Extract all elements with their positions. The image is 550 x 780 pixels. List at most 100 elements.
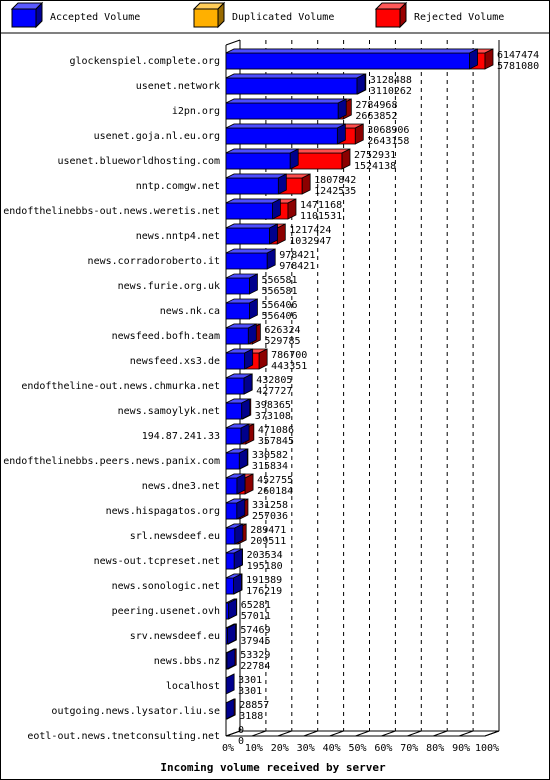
x-tick <box>303 730 318 737</box>
accepted-bar-front <box>225 577 234 595</box>
value-label-accepted: 260184 <box>257 486 293 497</box>
accepted-bar-side <box>233 573 242 595</box>
x-tick-label: 60% <box>374 743 392 754</box>
category-label: news.nk.ca <box>160 306 220 317</box>
value-label-accepted: 529785 <box>264 336 300 347</box>
x-tick <box>484 730 500 737</box>
accepted-bar-top <box>225 223 278 229</box>
accepted-bar-side <box>356 73 366 95</box>
accepted-bar-front <box>225 277 250 295</box>
accepted-bar-side <box>249 298 258 320</box>
value-label-accepted: 2663852 <box>355 111 397 122</box>
value-label-accepted: 2643158 <box>367 136 409 147</box>
x-tick-label: 100% <box>475 743 499 754</box>
x-tick <box>407 730 422 737</box>
accepted-bar-side <box>266 248 276 270</box>
value-label-accepted: 1242535 <box>314 186 356 197</box>
value-label-total: 3068906 <box>367 125 409 136</box>
accepted-bar-side <box>247 323 257 345</box>
value-label-accepted: 3110262 <box>370 86 412 97</box>
legend-label: Duplicated Volume <box>232 12 334 23</box>
value-label-total: 330582 <box>252 450 288 461</box>
value-label-total: 1471168 <box>300 200 342 211</box>
accepted-bar-side <box>226 648 236 670</box>
category-label: 194.87.241.33 <box>142 431 220 442</box>
category-label: news.samoylyk.net <box>118 406 220 417</box>
category-label: eotl-out.news.tnetconsulting.net <box>27 731 220 742</box>
legend-label: Accepted Volume <box>50 12 140 23</box>
accepted-bar-side <box>233 548 243 570</box>
x-tick <box>433 730 448 737</box>
accepted-bar-front <box>225 77 358 95</box>
accepted-bar-front <box>225 552 235 570</box>
value-label-total: 1807842 <box>314 175 356 186</box>
value-label-accepted: 1032947 <box>289 236 331 247</box>
accepted-bar-front <box>225 127 338 145</box>
category-label: usenet.blueworldhosting.com <box>57 156 220 167</box>
value-label-accepted: 57011 <box>241 611 271 622</box>
value-label-total: 452755 <box>257 475 293 486</box>
category-label: usenet.goja.nl.eu.org <box>94 131 220 142</box>
accepted-bar-top <box>225 148 299 154</box>
x-tick <box>277 730 292 737</box>
accepted-bar-side <box>241 398 251 420</box>
value-label-total: 432805 <box>256 375 292 386</box>
rejected-bar-side <box>341 148 351 170</box>
accepted-bar-side <box>228 598 237 620</box>
value-label-total: 65281 <box>241 600 271 611</box>
category-label: localhost <box>166 681 220 692</box>
value-label-total: 191389 <box>246 575 282 586</box>
x-tick-label: 40% <box>323 743 341 754</box>
value-label-accepted: 0 <box>238 736 244 747</box>
x-tick <box>251 730 267 737</box>
value-label-total: 471086 <box>258 425 294 436</box>
category-label: news.corradoroberto.it <box>88 256 220 267</box>
accepted-bar-side <box>469 48 478 70</box>
value-label-total: 57469 <box>240 625 270 636</box>
accepted-bar-front <box>225 52 470 70</box>
accepted-bar-top <box>225 123 346 129</box>
accepted-bar-side <box>244 348 254 370</box>
accepted-bar-front <box>225 477 238 495</box>
accepted-bar-top <box>225 198 281 204</box>
value-label-total: 398365 <box>255 400 291 411</box>
category-label: news-out.tcpreset.net <box>94 556 220 567</box>
accepted-bar-side <box>289 148 299 170</box>
value-label-accepted: 3188 <box>239 711 263 722</box>
value-label-accepted: 315834 <box>252 461 288 472</box>
accepted-bar-front <box>225 102 339 120</box>
accepted-bar-side <box>249 273 258 295</box>
value-label-total: 0 <box>238 725 244 736</box>
value-label-total: 556406 <box>261 300 297 311</box>
value-label-accepted: 427727 <box>256 386 292 397</box>
accepted-bar-front <box>225 352 246 370</box>
accepted-bar-side <box>277 173 287 195</box>
category-label: endofthelinebbs-out.news.weretis.net <box>3 206 220 217</box>
accepted-bar-side <box>240 423 250 445</box>
rejected-bar-side <box>244 473 254 495</box>
value-label-total: 786700 <box>271 350 307 361</box>
accepted-bar-front <box>225 152 291 170</box>
accepted-bar-front <box>225 227 270 245</box>
accepted-bar-side <box>227 623 236 645</box>
category-label: news.sonologic.net <box>112 581 220 592</box>
value-label-accepted: 176219 <box>246 586 282 597</box>
x-tick <box>381 730 396 737</box>
accepted-bar-front <box>225 177 279 195</box>
category-label: newsfeed.xs3.de <box>130 356 220 367</box>
value-label-accepted: 443351 <box>271 361 307 372</box>
category-label: glockenspiel.complete.org <box>69 56 220 67</box>
category-label: nntp.comgw.net <box>136 181 220 192</box>
value-label-accepted: 978421 <box>279 261 315 272</box>
rejected-bar-side <box>484 48 494 70</box>
accepted-bar-side <box>234 523 244 545</box>
category-label: srl.newsdeef.eu <box>130 531 220 542</box>
value-label-accepted: 195180 <box>247 561 283 572</box>
x-tick <box>329 730 344 737</box>
category-label: outgoing.news.lysator.liu.se <box>51 706 220 717</box>
category-label: usenet.network <box>136 81 220 92</box>
value-label-total: 331258 <box>252 500 288 511</box>
accepted-bar-front <box>225 427 242 445</box>
x-tick-label: 20% <box>271 743 289 754</box>
